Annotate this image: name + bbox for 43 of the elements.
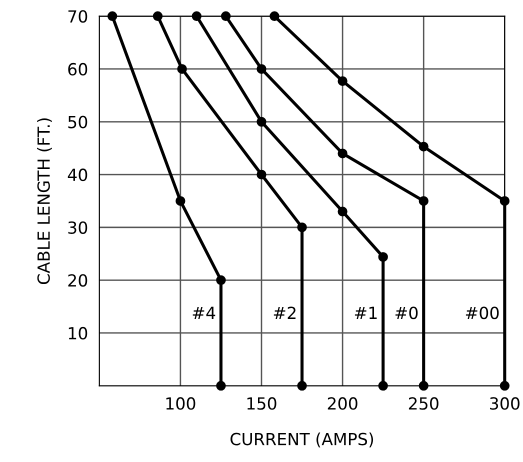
- point: [177, 64, 187, 74]
- point: [256, 116, 266, 127]
- x-tick-label: 100: [166, 397, 196, 410]
- series-label: #1: [354, 306, 377, 319]
- point: [418, 142, 428, 152]
- point: [338, 148, 348, 158]
- y-tick-label: 70: [68, 10, 88, 23]
- point: [216, 275, 226, 286]
- point: [192, 11, 202, 22]
- y-tick-label: 20: [68, 274, 88, 287]
- point: [418, 380, 428, 391]
- point: [378, 380, 388, 391]
- x-tick-label: 150: [247, 397, 276, 410]
- y-tick-label: 30: [68, 221, 88, 234]
- point: [270, 11, 280, 22]
- point: [338, 206, 348, 216]
- y-tick-label: 60: [68, 62, 88, 76]
- x-tick-label: 300: [490, 397, 520, 410]
- point: [500, 380, 510, 391]
- point: [176, 196, 186, 206]
- point: [256, 64, 266, 74]
- point: [418, 196, 428, 206]
- y-tick-label: 50: [68, 116, 88, 128]
- y-tick-label: 10: [68, 326, 88, 340]
- point: [297, 380, 307, 391]
- point: [338, 76, 348, 86]
- series-label: #4: [192, 306, 216, 319]
- series-label: #00: [466, 306, 499, 320]
- point: [500, 196, 510, 206]
- y-tick-label: 40: [68, 168, 88, 182]
- point: [220, 11, 231, 22]
- x-tick-label: 200: [328, 397, 358, 410]
- series-label: #0: [395, 306, 418, 320]
- x-axis-title: CURRENT (AMPS): [230, 432, 374, 448]
- series-label: #2: [274, 306, 296, 319]
- point: [216, 380, 226, 391]
- point: [107, 11, 118, 22]
- point: [378, 252, 388, 262]
- point: [256, 170, 266, 180]
- x-tick-label: 250: [408, 397, 438, 410]
- point: [152, 11, 163, 22]
- y-axis-title: CABLE LENGTH (FT.): [37, 118, 52, 284]
- point: [297, 222, 307, 232]
